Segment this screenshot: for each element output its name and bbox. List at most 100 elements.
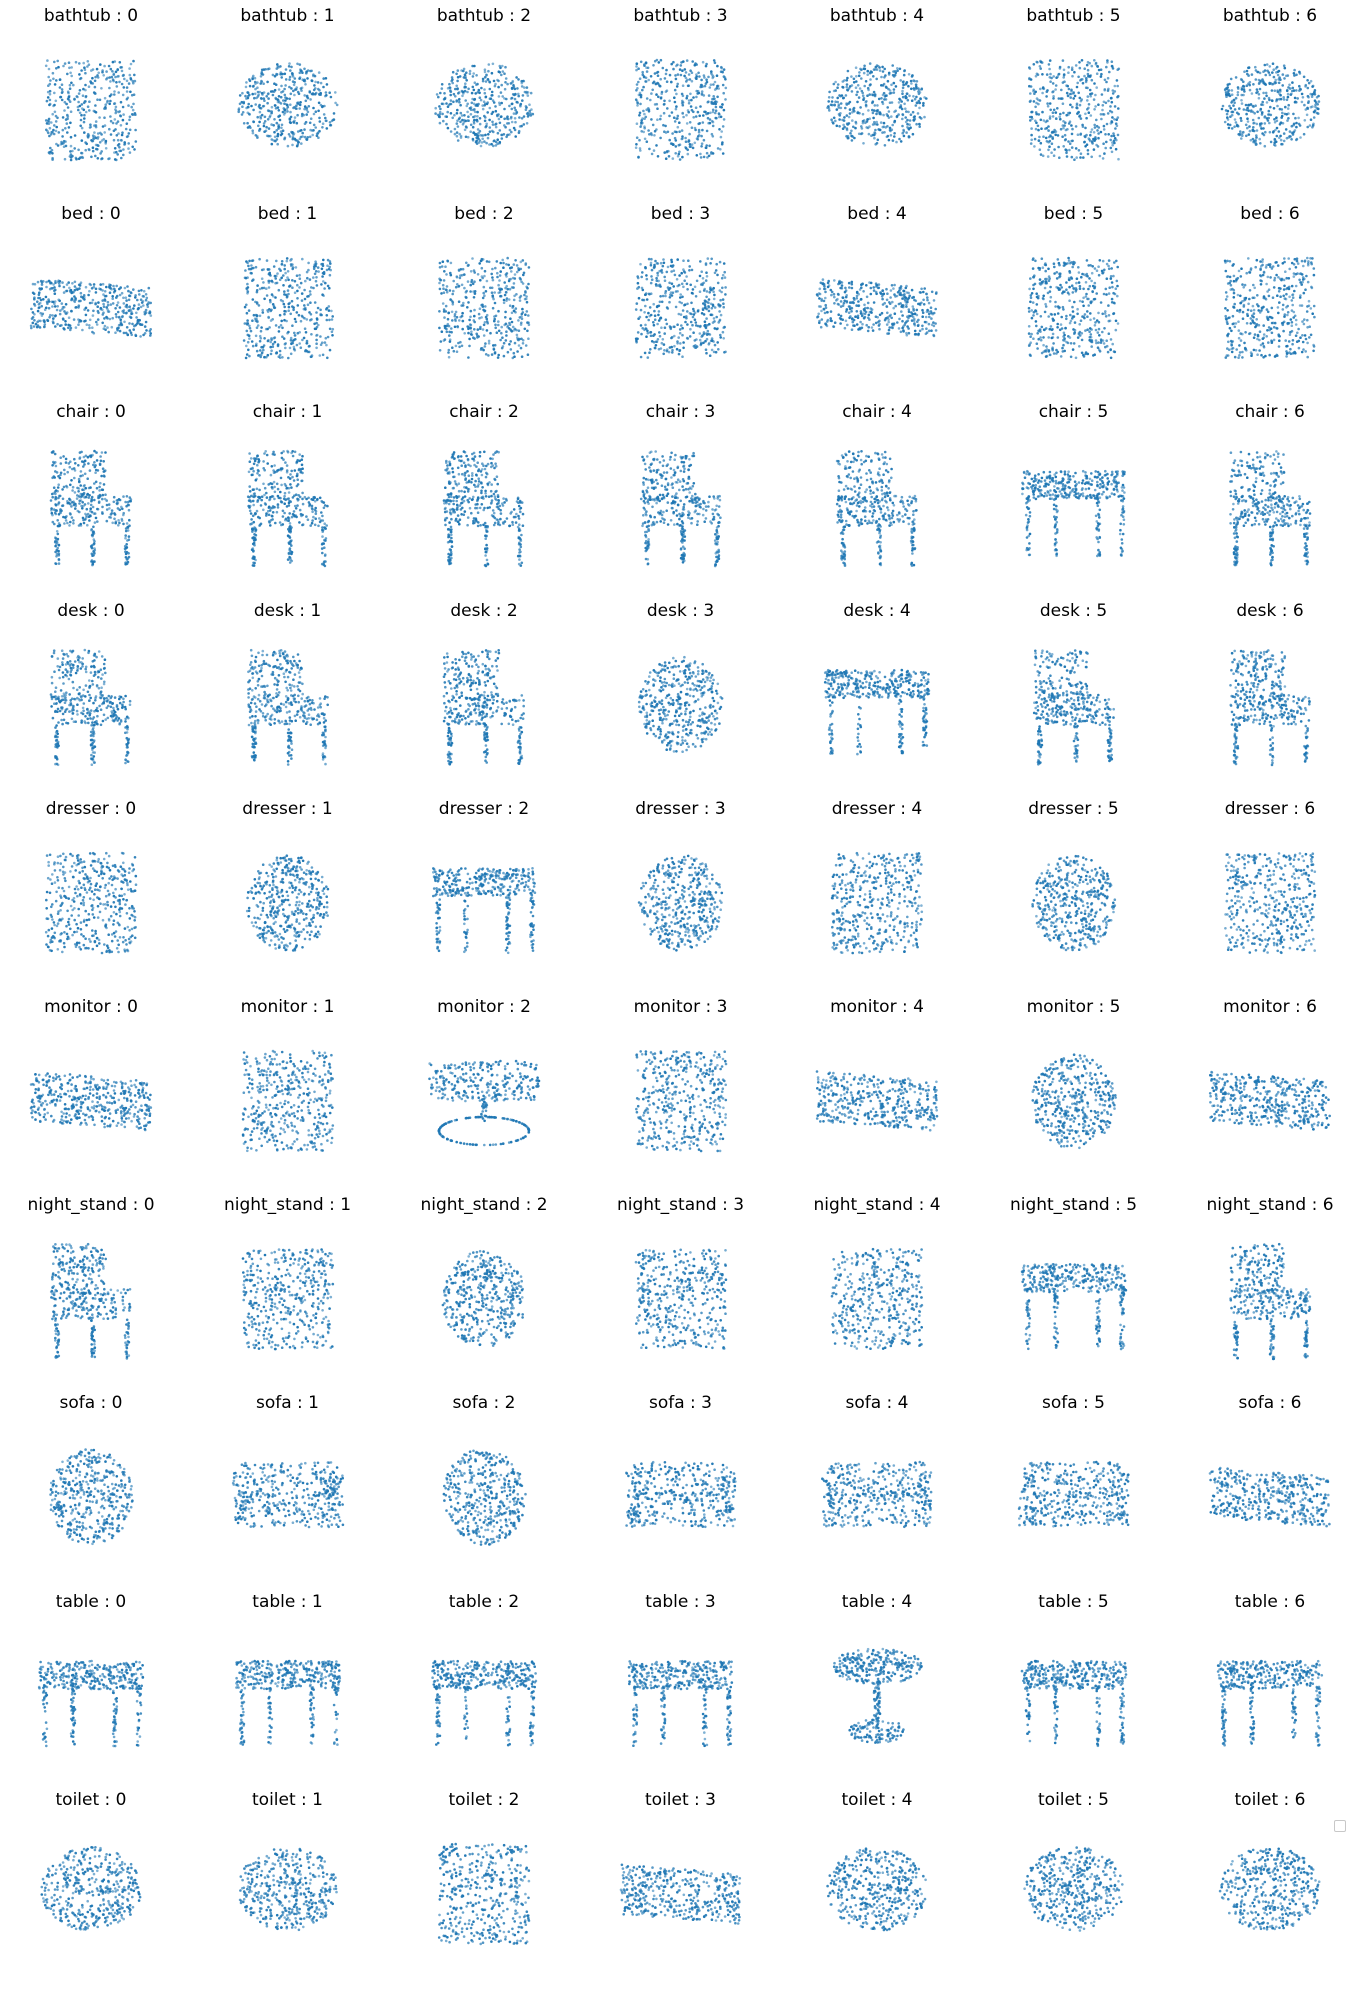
point <box>504 286 507 290</box>
point <box>305 318 308 321</box>
point <box>448 334 451 338</box>
point <box>308 69 312 73</box>
point <box>490 90 494 94</box>
point <box>872 116 875 120</box>
point <box>111 317 114 320</box>
point <box>302 67 306 71</box>
point <box>116 326 119 330</box>
point <box>684 113 688 117</box>
point <box>296 90 299 94</box>
point <box>818 297 821 300</box>
point <box>82 101 86 105</box>
point <box>83 68 87 71</box>
point <box>634 143 638 146</box>
point <box>685 310 689 313</box>
point <box>305 342 308 345</box>
point <box>695 154 698 157</box>
point <box>827 100 830 103</box>
point <box>51 152 54 155</box>
point <box>458 319 461 322</box>
point <box>644 335 648 339</box>
point <box>1034 121 1038 125</box>
point <box>525 295 528 298</box>
point <box>139 305 143 309</box>
point <box>494 323 497 327</box>
point <box>674 105 678 108</box>
point <box>674 77 677 81</box>
point <box>461 90 464 94</box>
point <box>652 324 655 327</box>
point <box>273 104 277 107</box>
point <box>1096 132 1100 135</box>
point <box>284 279 287 282</box>
point <box>930 311 933 315</box>
point <box>72 83 75 87</box>
point <box>685 336 688 340</box>
point <box>856 84 860 87</box>
point <box>303 79 306 83</box>
point <box>1281 73 1285 76</box>
point <box>134 140 138 143</box>
point <box>110 75 114 79</box>
panel-title: bathtub : 0 <box>11 6 171 26</box>
point <box>519 278 522 281</box>
point <box>1263 122 1267 125</box>
point <box>252 314 255 317</box>
point <box>658 300 661 304</box>
point <box>703 323 706 327</box>
point <box>61 135 64 138</box>
point <box>56 144 60 147</box>
point <box>467 356 470 359</box>
point <box>113 147 117 150</box>
point <box>1116 133 1119 137</box>
point <box>285 276 289 280</box>
point <box>286 289 289 293</box>
point <box>278 65 282 68</box>
point <box>281 99 285 102</box>
point <box>1282 96 1285 99</box>
point <box>262 122 265 125</box>
point <box>289 258 293 261</box>
point <box>830 100 834 103</box>
point <box>837 313 840 317</box>
point <box>925 292 928 296</box>
point <box>83 117 86 120</box>
point <box>74 297 77 300</box>
point <box>54 288 57 292</box>
point <box>319 343 322 347</box>
point <box>867 132 871 136</box>
point <box>1230 101 1233 104</box>
point <box>323 341 326 345</box>
point <box>102 293 105 297</box>
point <box>899 330 903 334</box>
point <box>1115 84 1119 88</box>
point <box>262 91 265 94</box>
point <box>67 126 71 129</box>
point <box>718 299 722 302</box>
point <box>263 115 266 119</box>
point <box>253 76 256 80</box>
point <box>478 96 482 99</box>
point <box>1278 92 1281 96</box>
point <box>444 265 447 269</box>
point <box>116 301 120 305</box>
point <box>34 322 38 326</box>
point <box>60 142 64 145</box>
point <box>493 351 497 354</box>
point <box>686 109 689 112</box>
point <box>688 312 691 315</box>
point <box>505 117 509 120</box>
point <box>331 328 334 331</box>
point <box>258 349 262 352</box>
point <box>832 121 835 125</box>
point <box>872 90 876 94</box>
point <box>690 324 694 327</box>
point <box>1086 74 1090 78</box>
point <box>713 61 716 64</box>
point <box>471 257 474 260</box>
point <box>270 318 274 321</box>
point <box>1061 126 1065 130</box>
point <box>298 277 301 281</box>
point <box>1076 133 1079 136</box>
point <box>912 119 916 122</box>
